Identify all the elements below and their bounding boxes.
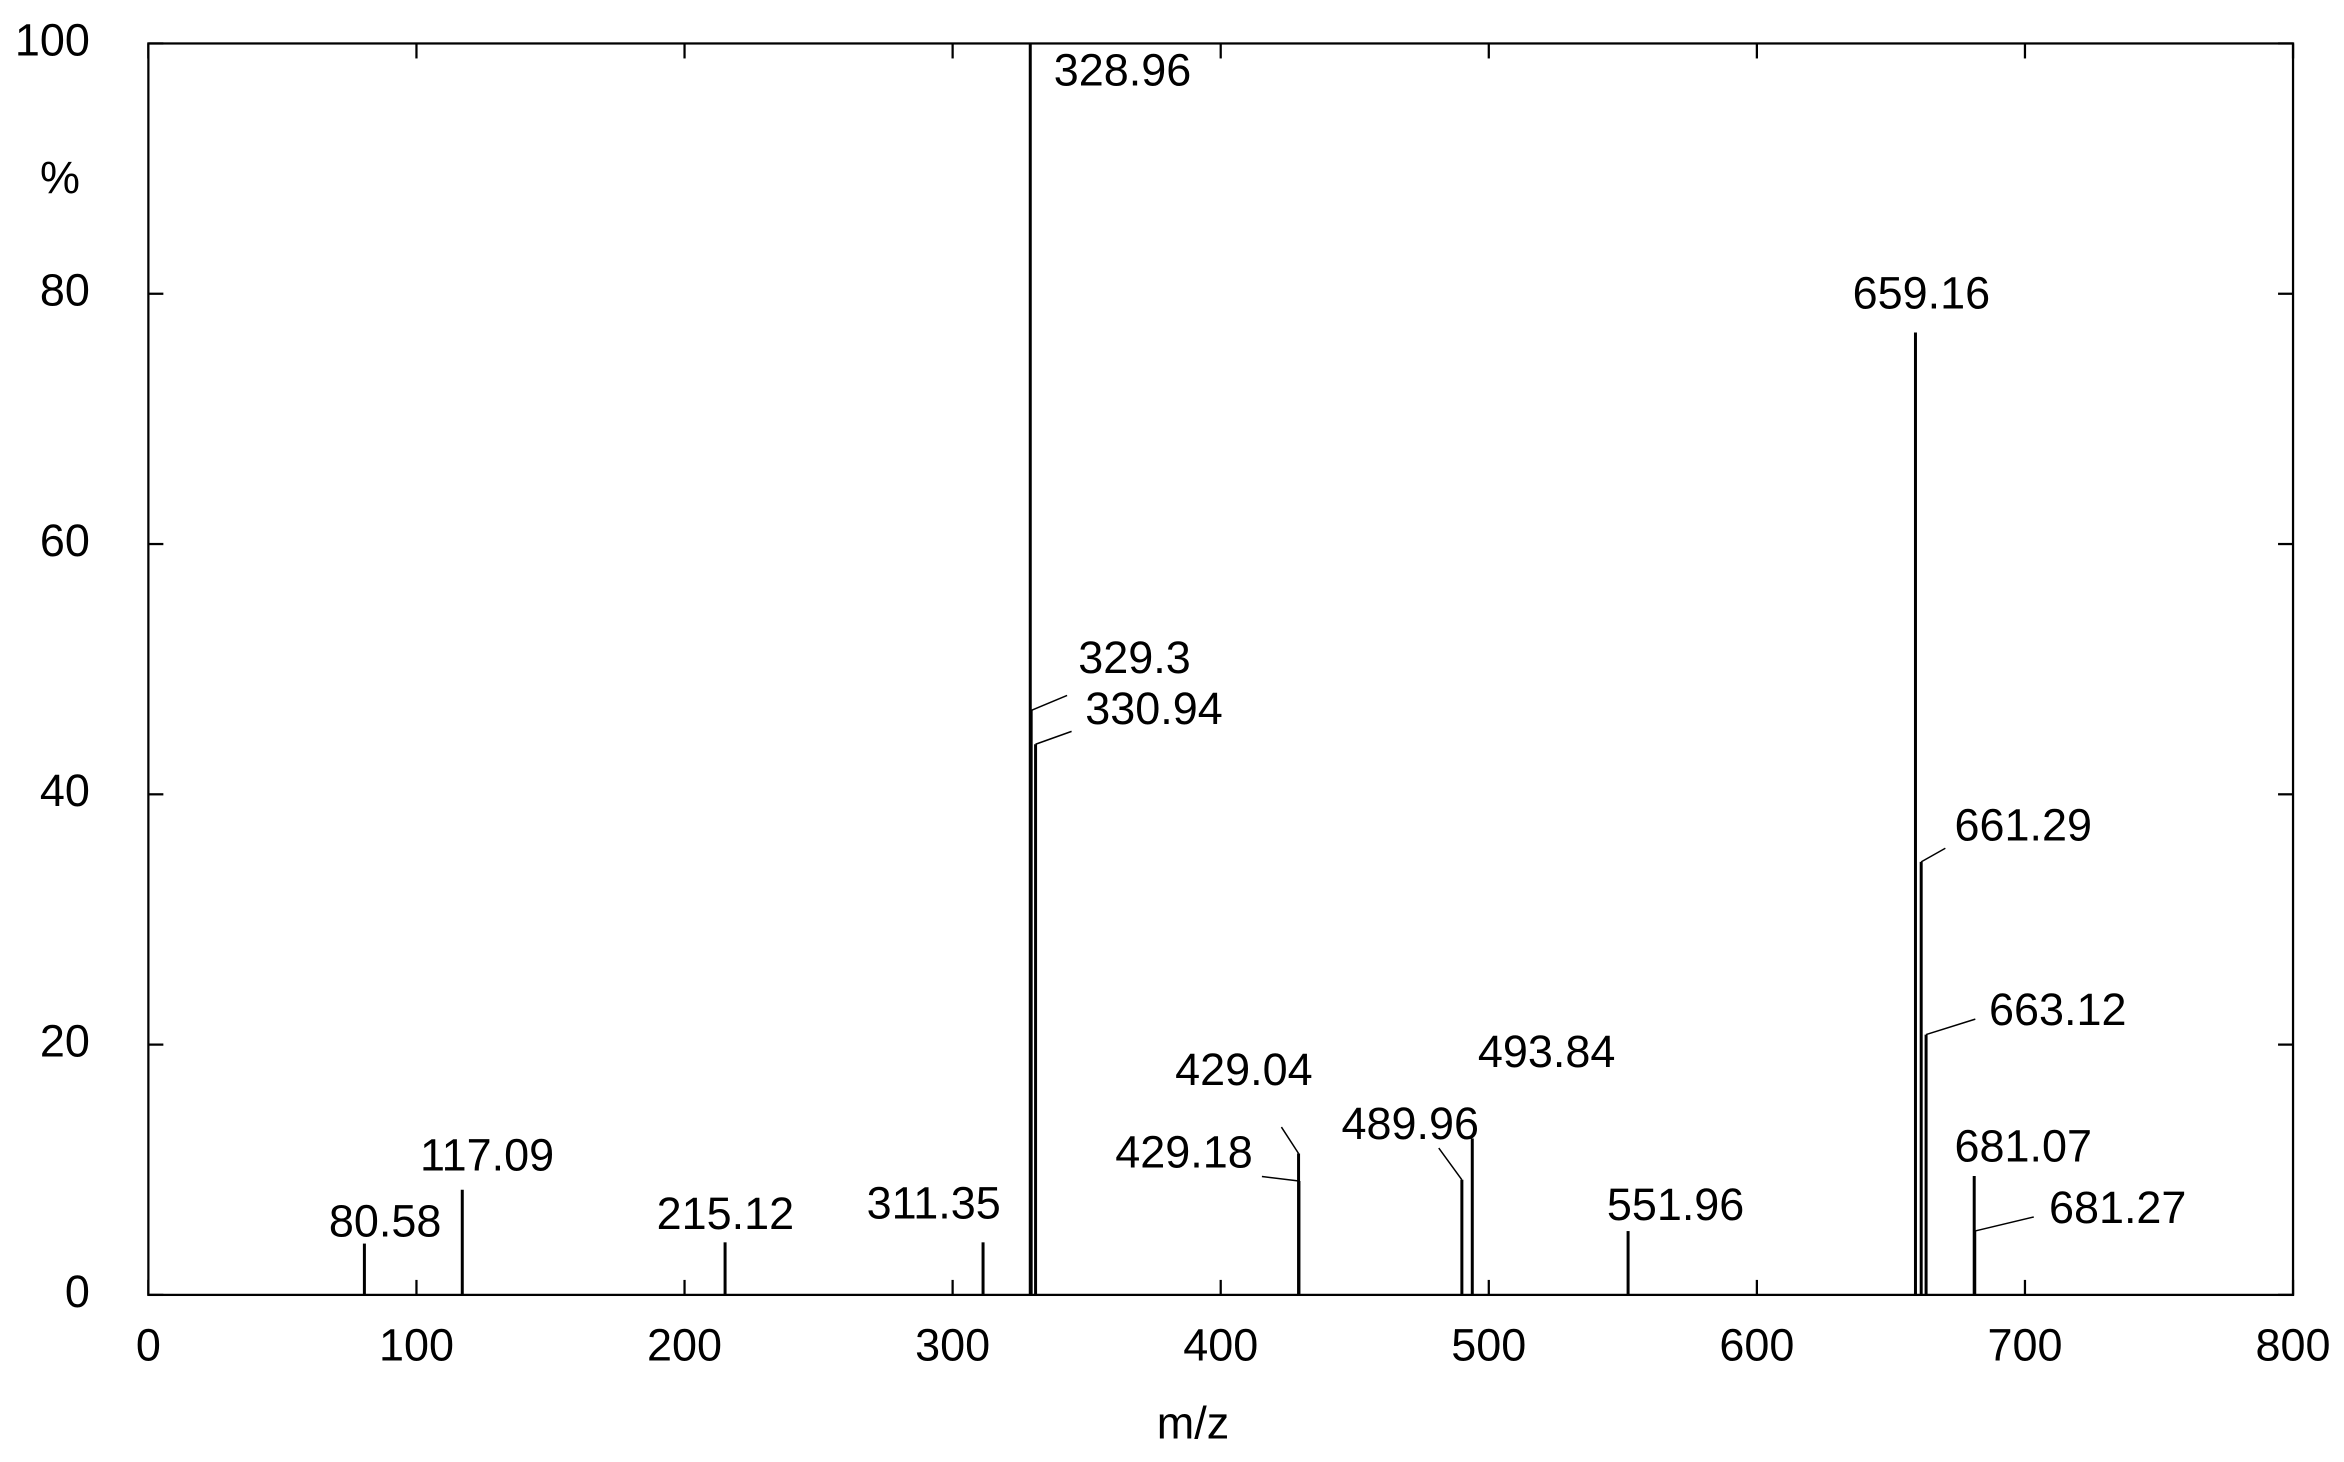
peak-label: 80.58: [329, 1195, 442, 1246]
peak-label: 681.27: [2049, 1182, 2186, 1233]
label-leader: [1974, 1216, 2034, 1232]
peak-label: 328.96: [1054, 44, 1192, 95]
peak-label: 489.96: [1342, 1098, 1480, 1149]
peak-label: 659.16: [1853, 268, 1990, 319]
y-tick-label: 20: [40, 1015, 90, 1066]
label-leader: [1920, 847, 1946, 863]
plot-frame: [147, 42, 2295, 1297]
label-leader: [1925, 1018, 1976, 1036]
peak-label: 663.12: [1989, 984, 2126, 1035]
x-tick-label: 500: [1451, 1320, 1526, 1371]
peak-label: 661.29: [1955, 800, 2092, 851]
x-tick-label: 200: [647, 1320, 722, 1371]
y-tick-label: 100: [15, 14, 90, 65]
label-leader: [1280, 1126, 1300, 1154]
peak-label: 429.04: [1175, 1044, 1313, 1095]
x-tick-label: 800: [2256, 1320, 2331, 1371]
label-leader: [1035, 730, 1072, 745]
peak-label: 329.3: [1078, 632, 1191, 683]
peak-label: 681.07: [1955, 1120, 2092, 1171]
y-tick-label: 40: [40, 765, 90, 816]
peak-label: 493.84: [1478, 1026, 1616, 1077]
y-tick-label: 0: [65, 1266, 90, 1317]
x-tick-label: 100: [379, 1320, 454, 1371]
y-tick-label: 80: [40, 265, 90, 316]
peak-label: 117.09: [420, 1129, 554, 1180]
peak-label: 311.35: [867, 1177, 1001, 1228]
x-tick-label: 0: [136, 1320, 161, 1371]
label-leader: [1261, 1175, 1300, 1182]
y-tick-label: 60: [40, 515, 90, 566]
label-leader: [1030, 694, 1068, 712]
x-tick-label: 700: [1987, 1320, 2062, 1371]
peak-label: 215.12: [657, 1188, 795, 1239]
x-tick-label: 600: [1719, 1320, 1794, 1371]
peak-label: 330.94: [1085, 683, 1223, 734]
x-tick-label: 400: [1183, 1320, 1258, 1371]
peak-label: 429.18: [1115, 1126, 1253, 1177]
label-leader: [1438, 1147, 1463, 1181]
x-axis-label: m/z: [1157, 1398, 1229, 1449]
peak-label: 551.96: [1607, 1179, 1744, 1230]
x-tick-label: 300: [915, 1320, 990, 1371]
y-axis-label: %: [40, 152, 80, 203]
